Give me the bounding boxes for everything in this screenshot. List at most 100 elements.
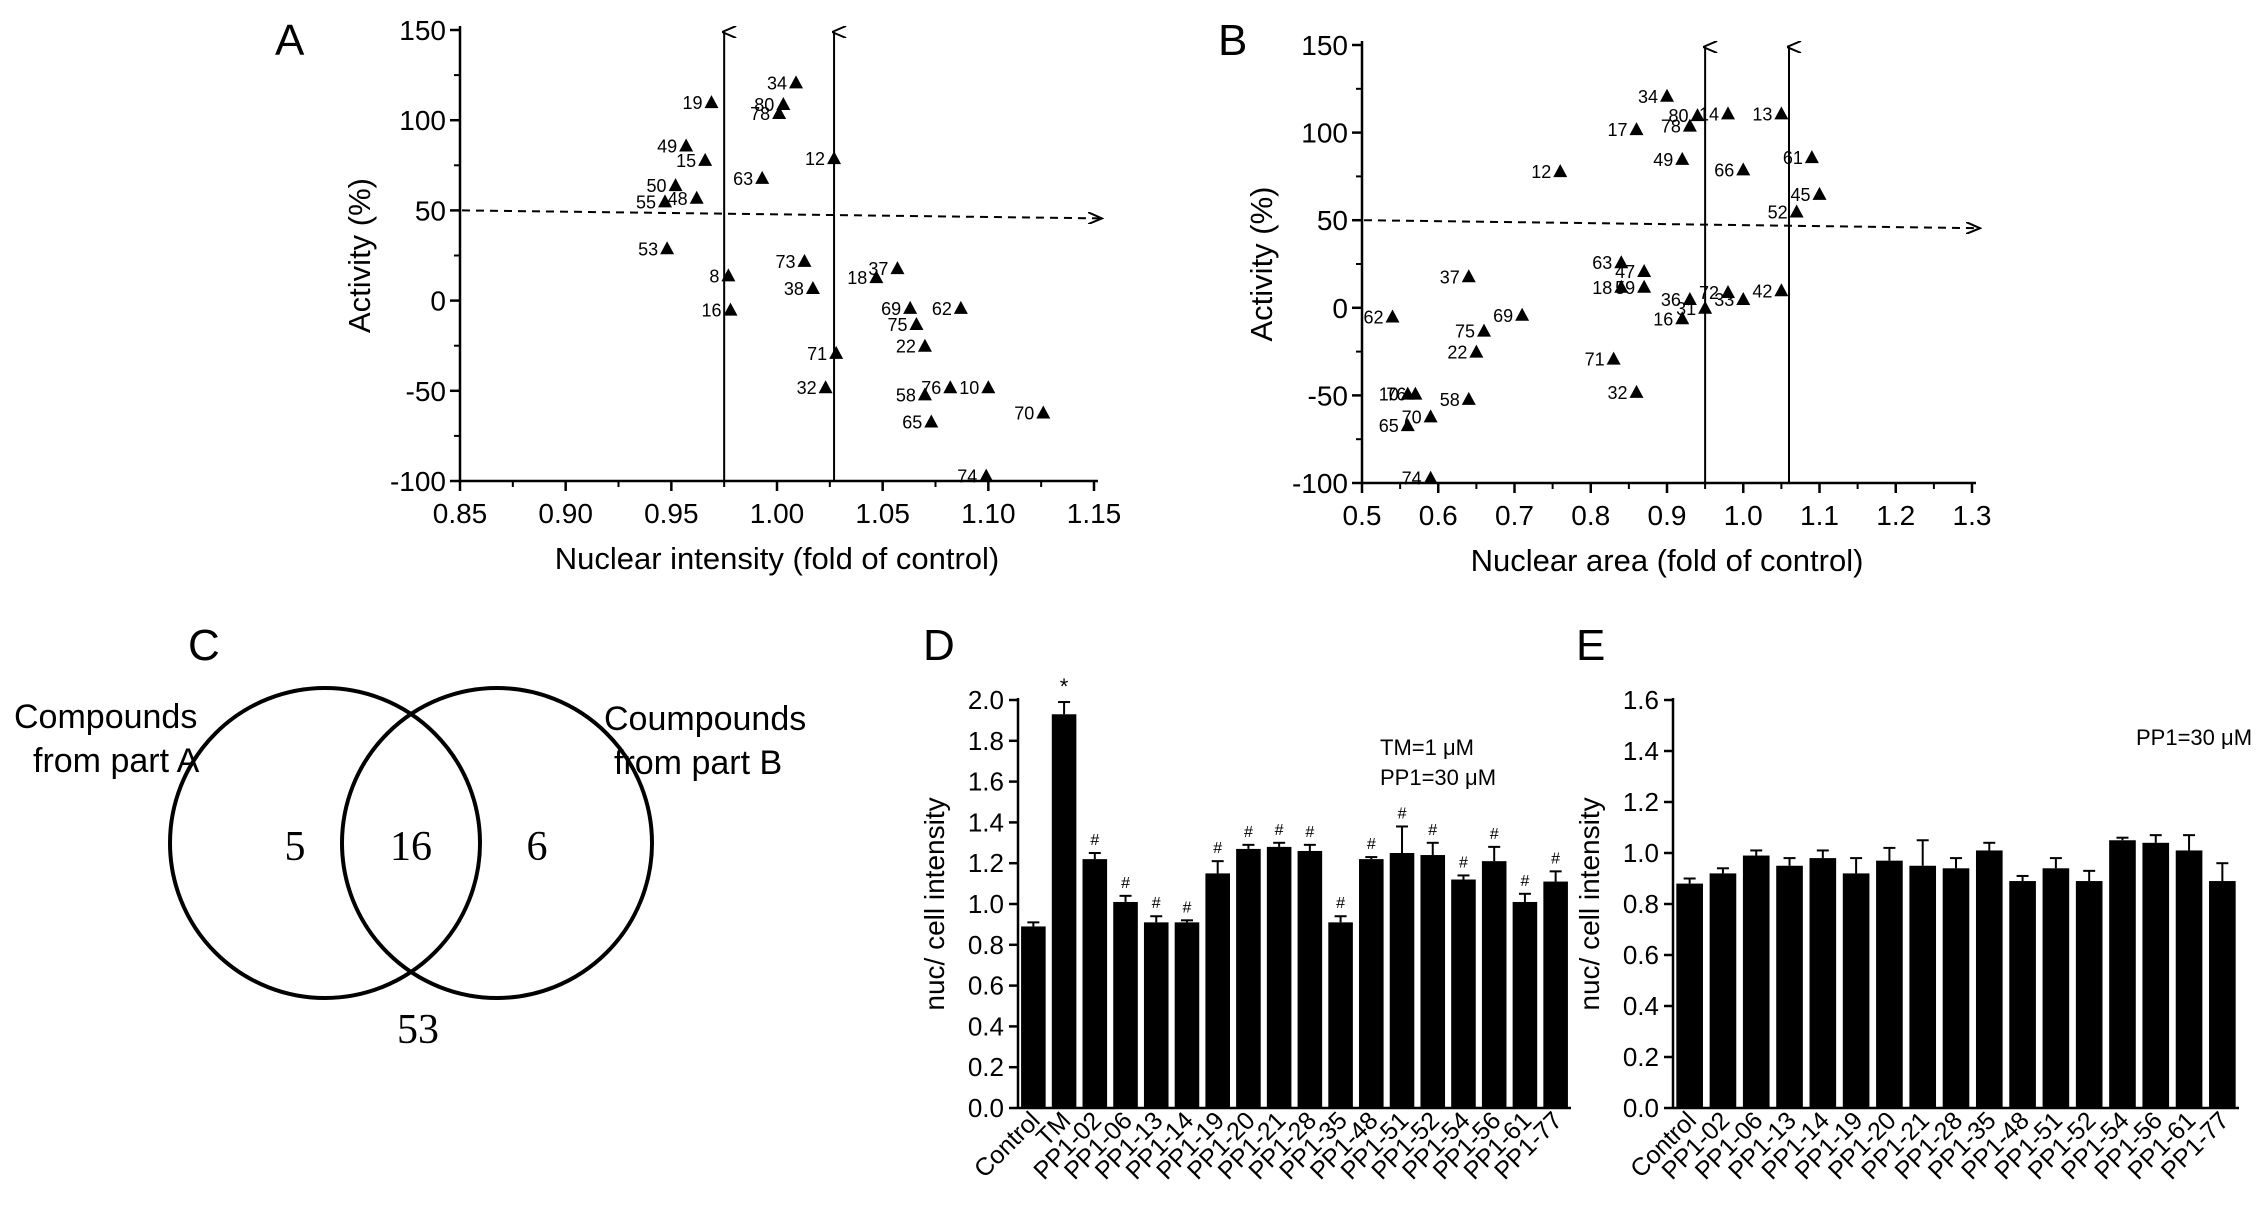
data-point-triangle <box>1606 351 1621 365</box>
significance-mark: # <box>1398 805 1407 822</box>
data-point-label: 71 <box>807 344 827 364</box>
bar <box>1481 861 1507 1108</box>
y-tick-label: 0 <box>430 286 446 317</box>
data-point-label: 74 <box>957 467 977 487</box>
data-point-triangle <box>1698 300 1713 314</box>
data-point-triangle <box>1637 264 1652 278</box>
significance-mark: # <box>1305 824 1314 841</box>
chart-annotation: PP1=30 μM <box>1380 765 1496 790</box>
data-point-triangle <box>943 380 958 394</box>
data-point-triangle <box>827 151 842 165</box>
data-point-triangle <box>657 194 672 208</box>
data-point-triangle <box>776 96 791 110</box>
y-tick-label: 0.2 <box>968 1052 1004 1082</box>
data-point-triangle <box>1469 344 1484 358</box>
y-tick-label: 0.2 <box>1623 1042 1659 1072</box>
data-point-label: 16 <box>701 301 721 321</box>
y-tick-label: 50 <box>415 195 446 226</box>
data-point-triangle <box>1804 150 1819 164</box>
data-point-triangle <box>1690 108 1705 122</box>
bar <box>1205 873 1230 1108</box>
y-tick-label: -50 <box>406 376 446 407</box>
y-tick-label: 0.4 <box>968 1011 1004 1041</box>
scatter-chart-nuclear-area: 0.5 0.6 0.7 0.8 0.9 1.0 1.1 1.2 1.3 -100 -50 0 50 100… <box>1244 30 1991 578</box>
venn-count-only-a: 5 <box>285 824 306 870</box>
x-tick-label: 1.2 <box>1876 500 1915 531</box>
y-tick-label: 0.8 <box>968 930 1004 960</box>
bar <box>1082 859 1108 1108</box>
data-point-label: 22 <box>896 337 916 357</box>
data-point-triangle <box>1553 164 1568 178</box>
data-point-triangle <box>917 387 932 401</box>
data-point-label: 12 <box>1531 162 1551 182</box>
venn-count-neither: 53 <box>397 1007 439 1053</box>
data-point-label: 62 <box>1363 308 1383 328</box>
data-point-triangle <box>1789 204 1804 218</box>
significance-mark: # <box>1121 875 1130 892</box>
threshold-horizontal-line <box>1363 219 1980 228</box>
data-point-triangle <box>979 468 994 482</box>
data-point-triangle <box>660 241 675 255</box>
y-tick-label: 1.6 <box>1623 685 1659 715</box>
x-tick-label: 1.05 <box>855 498 910 529</box>
data-point-triangle <box>1721 285 1735 299</box>
bar <box>1512 901 1538 1108</box>
bar <box>2009 881 2036 1108</box>
bar <box>1236 848 1261 1108</box>
bar <box>1809 858 1837 1108</box>
y-tick-label: -50 <box>1308 380 1348 411</box>
y-tick-label: 1.2 <box>1623 787 1659 817</box>
venn-label-a-line1: Compounds <box>14 698 197 736</box>
y-tick-label: 1.0 <box>1623 838 1659 868</box>
data-point-label: 16 <box>1653 309 1673 329</box>
data-point-label: 69 <box>881 299 901 319</box>
significance-mark: # <box>1520 873 1529 890</box>
bar <box>1742 855 1770 1108</box>
data-point-triangle <box>1423 409 1438 423</box>
venn-count-only-b: 6 <box>527 824 548 870</box>
bar <box>1876 860 1903 1108</box>
data-point-triangle <box>698 152 713 166</box>
data-point-triangle <box>1036 405 1051 419</box>
bar <box>2042 868 2070 1108</box>
y-axis-label: Activity (%) <box>342 178 377 333</box>
venn-label-a-line2: from part A <box>33 742 200 780</box>
x-tick-label: 0.90 <box>538 498 593 529</box>
data-point-label: 17 <box>1607 120 1627 140</box>
data-point-label: 48 <box>668 189 688 209</box>
data-point-label: 14 <box>1699 104 1719 124</box>
data-point-label: 49 <box>657 136 677 156</box>
y-tick-label: 1.4 <box>968 807 1004 837</box>
data-point-label: 78 <box>1661 117 1681 137</box>
data-point-label: 69 <box>1493 306 1513 326</box>
data-point-label: 53 <box>638 239 658 259</box>
bar <box>1051 714 1077 1108</box>
x-tick-label: 0.6 <box>1419 500 1458 531</box>
bar <box>1359 859 1384 1108</box>
significance-mark: # <box>1090 832 1099 849</box>
chart-annotation: PP1=30 μM <box>2136 725 2252 750</box>
y-tick-label: 2.0 <box>968 685 1004 715</box>
x-axis-label: Nuclear area (fold of control) <box>1471 543 1864 578</box>
significance-mark: # <box>1490 826 1499 843</box>
bar <box>1328 922 1353 1108</box>
significance-mark: * <box>1060 674 1069 699</box>
bar <box>1420 855 1446 1108</box>
data-point-label: 59 <box>1615 278 1635 298</box>
data-point-label: 34 <box>767 73 787 93</box>
bar <box>1113 901 1138 1108</box>
bar <box>1543 881 1568 1108</box>
data-point-triangle <box>1774 283 1789 297</box>
data-point-label: 52 <box>1768 202 1788 222</box>
y-axis-label: nuc/ cell intensity <box>919 797 950 1010</box>
data-point-label: 74 <box>1402 469 1422 489</box>
bar-chart-pp1: 0.0 0.2 0.4 0.6 0.8 1.0 1.2 1.4 1.6 nuc/ cell int… <box>1574 685 2252 1185</box>
bar <box>2075 881 2103 1108</box>
panel-letter-a: A <box>275 16 305 65</box>
data-point-triangle <box>1614 255 1629 269</box>
data-point-label: 47 <box>1615 262 1635 282</box>
y-axis-label: nuc/ cell intensity <box>1574 797 1605 1010</box>
y-axis-label: Activity (%) <box>1244 187 1279 342</box>
bar <box>1174 922 1200 1108</box>
bar <box>1389 853 1415 1108</box>
